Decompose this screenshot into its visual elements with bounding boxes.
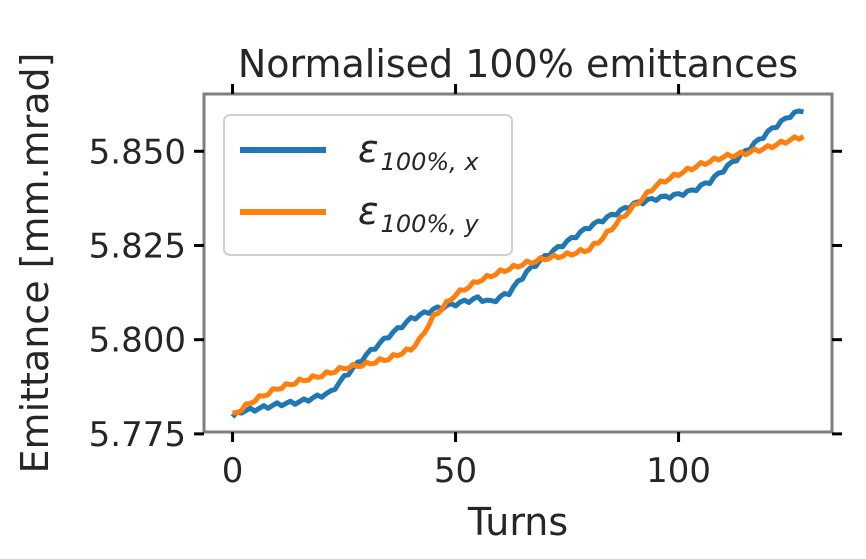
x-axis-label: Turns [467, 500, 568, 544]
plot-frame [202, 92, 834, 434]
series-line-x [230, 108, 804, 419]
x-tick-label: 0 [222, 451, 244, 491]
y-tick-label: 5.800 [89, 321, 186, 361]
legend-label: ε100%, y [358, 189, 479, 238]
chart-title: Normalised 100% emittances [238, 42, 798, 86]
legend-label: ε100%, x [358, 127, 479, 176]
y-axis-label: Emittance [mm.mrad] [13, 53, 57, 474]
y-tick-label: 5.825 [89, 226, 186, 266]
series-line-y [232, 134, 805, 416]
y-tick-label: 5.850 [89, 132, 186, 172]
y-tick-label: 5.775 [89, 415, 186, 455]
x-tick-label: 100 [646, 451, 711, 491]
x-tick-label: 50 [434, 451, 477, 491]
